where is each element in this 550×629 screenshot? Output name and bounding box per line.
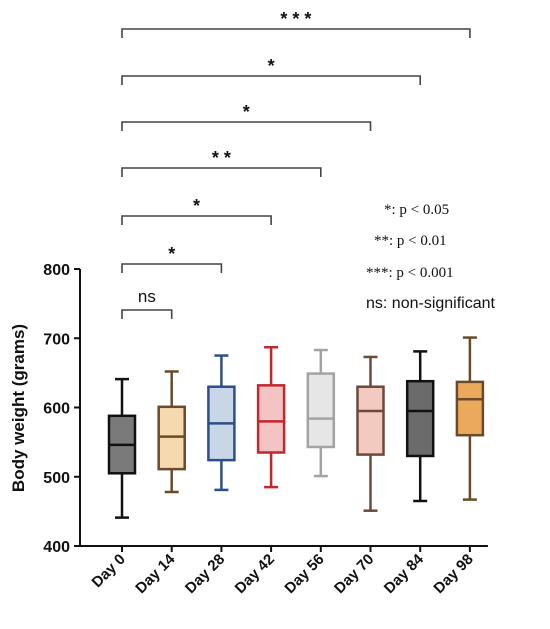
bracket-line [121, 263, 223, 273]
box-day-28 [207, 354, 236, 492]
bracket-day-14: ns [121, 287, 173, 319]
iqr-box [256, 384, 286, 454]
box-day-70 [356, 355, 385, 512]
box-day-56 [306, 348, 336, 478]
x-tick-label: Day 84 [381, 550, 428, 597]
significance-label: * [243, 102, 250, 122]
x-tick-label: Day 42 [232, 551, 278, 597]
y-tick-label: 600 [43, 401, 70, 418]
x-tick-label: Day 14 [132, 550, 179, 597]
box-day-0 [107, 377, 137, 519]
bracket-day-84: * [121, 56, 421, 85]
bracket-line [121, 215, 272, 225]
boxes [107, 336, 485, 519]
significance-brackets: ns * * * * * * * * * [121, 9, 471, 319]
bracket-day-98: * * * [121, 9, 471, 38]
y-tick-label: 500 [43, 470, 70, 487]
iqr-box [356, 385, 385, 456]
significance-label: * [193, 196, 200, 216]
iqr-box [455, 380, 485, 437]
legend-line-4: ns: non-significant [366, 295, 496, 312]
bracket-line [121, 167, 322, 177]
significance-label: * * * [280, 9, 311, 29]
bracket-day-56: * * [121, 148, 322, 177]
y-axis-label: Body weight (grams) [9, 324, 28, 492]
bracket-line [121, 309, 173, 319]
y-tick-label: 700 [43, 331, 70, 348]
significance-label: * [268, 56, 275, 76]
iqr-box [405, 379, 435, 458]
bracket-day-28: * [121, 244, 223, 273]
y-tick-label: 400 [43, 539, 70, 556]
bracket-day-70: * [121, 102, 372, 131]
x-tick-label: Day 28 [182, 551, 228, 597]
box-day-42 [256, 346, 286, 489]
box-day-84 [405, 350, 435, 503]
box-day-98 [455, 336, 485, 501]
bracket-day-42: * [121, 196, 272, 225]
x-tick-label: Day 0 [89, 551, 129, 591]
legend-line-2: **: p < 0.01 [374, 233, 447, 249]
iqr-box [157, 405, 186, 471]
significance-label: * * [212, 148, 231, 168]
bracket-line [121, 75, 421, 85]
significance-label: * [168, 244, 175, 264]
bracket-line [121, 28, 471, 38]
legend-line-3: ***: p < 0.001 [366, 265, 454, 281]
x-tick-label: Day 70 [331, 551, 377, 597]
bracket-line [121, 121, 372, 131]
box-day-14 [157, 370, 186, 494]
x-tick-label: Day 56 [281, 551, 327, 597]
x-tick-label: Day 98 [431, 551, 477, 597]
iqr-box [306, 372, 336, 449]
legend-line-1: *: p < 0.05 [384, 202, 449, 218]
legend: *: p < 0.05 **: p < 0.01 ***: p < 0.001 … [366, 202, 496, 312]
y-tick-label: 800 [43, 262, 70, 279]
significance-label: ns [138, 287, 156, 306]
